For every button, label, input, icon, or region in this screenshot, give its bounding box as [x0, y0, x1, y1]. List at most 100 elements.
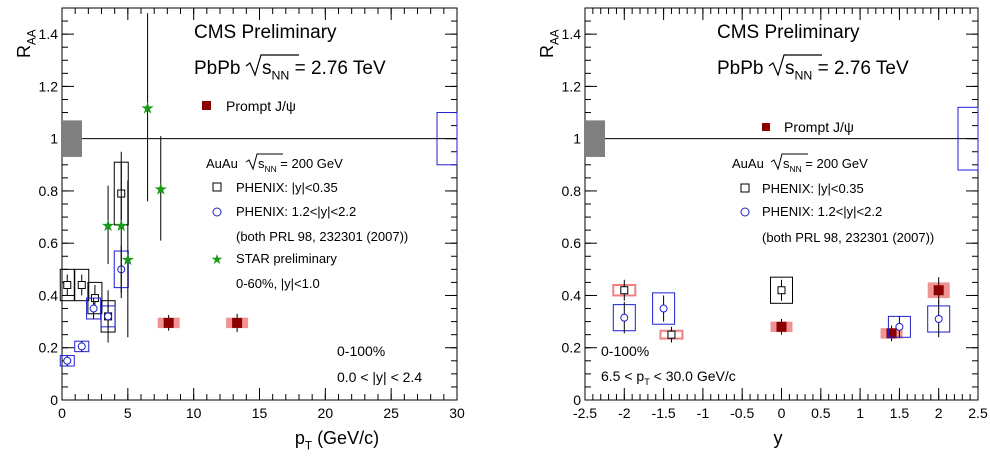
- x-axis-label-sub: T: [305, 439, 312, 452]
- y-tick-label: 1.4: [562, 26, 582, 42]
- legend-sqrt-symbol: [770, 153, 808, 171]
- legend-marker-cms: [762, 123, 770, 131]
- legend-auau-prefix: AuAu: [732, 156, 764, 171]
- series-3: [612, 279, 684, 343]
- legend-auau-suffix: = 200 GeV: [802, 156, 868, 171]
- data-point: [232, 317, 243, 328]
- legend-marker-phenix-fwd: [212, 207, 222, 217]
- x-tick-label: 10: [186, 405, 202, 421]
- chart-title: CMS Preliminary: [194, 22, 337, 43]
- chart-subtitle-prefix: PbPb: [717, 58, 763, 79]
- note-rapidity: 0.0 < |y| < 2.4: [337, 369, 422, 385]
- x-tick-label: -0.5: [730, 405, 754, 421]
- y-axis-label: RAA: [537, 29, 561, 58]
- x-tick-label: -1: [697, 405, 710, 421]
- y-tick-label: 0: [573, 392, 581, 408]
- data-point: [934, 314, 943, 323]
- legend-label-phenix-mid: PHENIX: |y|<0.35: [236, 180, 338, 195]
- data-point: [77, 281, 86, 290]
- y-tick-label: 0.4: [562, 287, 582, 303]
- data-point: [776, 321, 787, 332]
- y-tick-label: 0.8: [39, 183, 59, 199]
- subtitle-sub: NN: [795, 69, 813, 83]
- series-1: [59, 161, 129, 343]
- data-sys-box: [770, 276, 793, 304]
- x-tick-label: -2: [618, 405, 631, 421]
- x-tick-label: 1.5: [890, 405, 910, 421]
- legend: Prompt J/ψ AuAu sNN = 200 GeV PHENIX: |y|<0…: [202, 98, 408, 291]
- note-pt-prefix: 6.5 < p: [601, 368, 644, 384]
- data-point: [63, 356, 72, 365]
- x-tick-label: 5: [124, 405, 132, 421]
- x-tick-label: 25: [383, 405, 399, 421]
- x-axis-label-main: p: [295, 428, 305, 448]
- legend-auau-sub: NN: [265, 164, 277, 174]
- y-tick-label: 0.2: [562, 340, 582, 356]
- legend-marker-star: ★: [211, 251, 224, 267]
- series-1: [770, 276, 793, 304]
- y-tick-label: 0: [50, 392, 58, 408]
- data-point: ★: [114, 218, 128, 235]
- subtitle-suffix: = 2.76 TeV: [289, 58, 386, 79]
- subtitle-sqrt-var: s: [262, 58, 272, 79]
- y-tick-label: 1: [50, 131, 58, 147]
- y-tick-label: 0.6: [562, 235, 582, 251]
- x-tick-label: 20: [318, 405, 334, 421]
- legend-auau-header: sNN = 200 GeV: [783, 156, 868, 174]
- data-point: [620, 313, 629, 322]
- chart-subtitle: sNN = 2.76 TeV: [262, 58, 386, 83]
- y-axis-label-group: RAA: [537, 29, 561, 58]
- legend-auau-s: s: [258, 156, 265, 171]
- x-axis-label-suffix: (GeV/c): [312, 428, 379, 448]
- y-tick-label: 1: [573, 131, 581, 147]
- x-tick-label: 0: [778, 405, 786, 421]
- data-point: [89, 304, 98, 313]
- legend-auau-sub: NN: [790, 164, 802, 174]
- y-axis-label-sub: AA: [548, 29, 561, 45]
- subtitle-sub: NN: [272, 69, 290, 83]
- y-tick-label: 1.2: [39, 78, 59, 94]
- y-tick-label: 0.8: [562, 183, 582, 199]
- chart-panel-1: 0 0.2 0.4 0.6 0.8 1 1.2 1.4 0 5 10 15 20 25 30 pT (GeV/…: [14, 7, 465, 452]
- series-3: ★★★★★: [101, 13, 168, 338]
- x-tick-label: 2.5: [968, 405, 988, 421]
- legend-label-phenix-fwd: PHENIX: 1.2<|y|<2.2: [762, 204, 882, 219]
- legend-label-ref: (both PRL 98, 232301 (2007)): [236, 229, 408, 244]
- data-point: ★: [121, 252, 135, 269]
- y-axis-label-main: R: [537, 45, 557, 58]
- y-axis-label: RAA: [14, 29, 38, 58]
- legend-label-cms: Prompt J/ψ: [226, 98, 296, 114]
- x-tick-label: -1.5: [652, 405, 676, 421]
- y-axis-label-main: R: [14, 45, 34, 58]
- data-point: [104, 312, 113, 321]
- data-point: [777, 286, 786, 295]
- chart-panel-2: 0 0.2 0.4 0.6 0.8 1 1.2 1.4 -2.5 -2 -1.5 -1 -0.5 0 0.5…: [537, 7, 988, 448]
- legend-marker-phenix-mid: [212, 182, 222, 192]
- legend-auau-suffix: = 200 GeV: [277, 156, 343, 171]
- data-point: [895, 322, 904, 331]
- legend-auau-s: s: [783, 156, 790, 171]
- legend-label-phenix-mid: PHENIX: |y|<0.35: [762, 181, 864, 196]
- legend-label-phenix-fwd: PHENIX: 1.2<|y|<2.2: [236, 204, 356, 219]
- y-tick-label: 0.4: [39, 287, 59, 303]
- legend-label-ref: (both PRL 98, 232301 (2007)): [762, 230, 934, 245]
- note-pt-range: 6.5 < pT < 30.0 GeV/c: [601, 368, 736, 387]
- y-tick-label: 1.2: [562, 78, 582, 94]
- legend: Prompt J/ψ AuAu sNN = 200 GeV PHENIX: |y|<0…: [732, 119, 934, 245]
- legend-sqrt-symbol: [245, 153, 283, 171]
- global-uncertainty-phenix: [436, 112, 458, 166]
- y-tick-label: 0.2: [39, 340, 59, 356]
- data-point: [63, 281, 72, 290]
- sqrt-symbol: [245, 54, 299, 77]
- series-2: [612, 292, 951, 338]
- legend-label-cms: Prompt J/ψ: [784, 119, 854, 135]
- chart-subtitle-prefix: PbPb: [194, 58, 240, 79]
- data-point: [77, 342, 86, 351]
- subtitle-sqrt-var: s: [785, 58, 795, 79]
- legend-label-star: STAR preliminary: [236, 251, 337, 266]
- note-pt-sub: T: [644, 377, 650, 387]
- x-axis-label: y: [774, 428, 783, 448]
- legend-marker-phenix-mid: [740, 183, 750, 193]
- x-axis-label: pT (GeV/c): [295, 428, 379, 452]
